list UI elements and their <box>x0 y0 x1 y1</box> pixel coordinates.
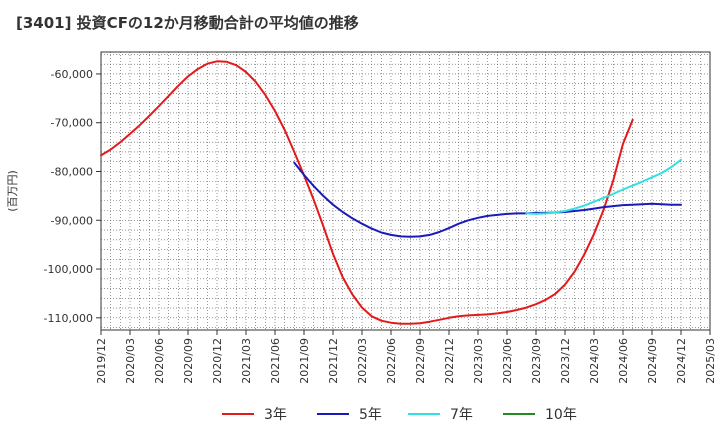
x-tick-label: 2024/12 <box>675 338 688 384</box>
x-tick-label: 2024/03 <box>588 338 601 384</box>
x-tick-label: 2024/09 <box>646 338 659 384</box>
x-tick-label: 2023/09 <box>530 338 543 384</box>
x-tick-label: 2023/03 <box>472 338 485 384</box>
plot-frame <box>100 51 711 331</box>
x-tick-label: 2022/06 <box>385 338 398 384</box>
y-axis-label: (百万円) <box>6 170 19 212</box>
x-tick-label: 2020/06 <box>153 338 166 384</box>
y-tick-label: -70,000 <box>51 117 93 130</box>
x-tick-label: 2022/03 <box>356 338 369 384</box>
legend: 3年 5年 7年 10年 <box>222 407 577 423</box>
x-tick-label: 2021/09 <box>298 338 311 384</box>
legend-label: 10年 <box>545 407 577 423</box>
legend-label: 7年 <box>450 407 473 423</box>
grid <box>100 52 711 330</box>
y-tick-label: -80,000 <box>51 165 93 178</box>
x-tick-label: 2021/12 <box>327 338 340 384</box>
x-tick-label: 2020/12 <box>211 338 224 384</box>
series-line-3年 <box>100 60 634 325</box>
x-tick-label: 2022/12 <box>443 338 456 384</box>
legend-label: 5年 <box>359 407 382 423</box>
y-tick-label: -100,000 <box>44 263 93 276</box>
series-line-7年 <box>525 158 682 215</box>
y-tick-label: -110,000 <box>44 312 93 325</box>
y-axis: -60,000 -70,000 -80,000 -90,000 -100,000 -110… <box>44 68 101 325</box>
x-tick-label: 2023/12 <box>559 338 572 384</box>
x-tick-label: 2020/03 <box>124 338 137 384</box>
chart-title: [3401] 投資CFの12か月移動合計の平均値の推移 <box>16 14 359 32</box>
x-axis: 2019/12 2020/03 2020/06 2020/09 2020/12 2021/… <box>95 330 717 384</box>
x-tick-label: 2020/09 <box>182 338 195 384</box>
series-lines <box>100 60 682 325</box>
x-tick-label: 2021/06 <box>269 338 282 384</box>
x-tick-label: 2021/03 <box>240 338 253 384</box>
series-line-5年 <box>293 161 682 238</box>
y-tick-label: -60,000 <box>51 68 93 81</box>
x-tick-label: 2023/06 <box>501 338 514 384</box>
x-tick-label: 2025/03 <box>704 338 717 384</box>
legend-label: 3年 <box>264 407 287 423</box>
x-tick-label: 2024/06 <box>617 338 630 384</box>
x-tick-label: 2019/12 <box>95 338 108 384</box>
x-tick-label: 2022/09 <box>414 338 427 384</box>
y-tick-label: -90,000 <box>51 214 93 227</box>
